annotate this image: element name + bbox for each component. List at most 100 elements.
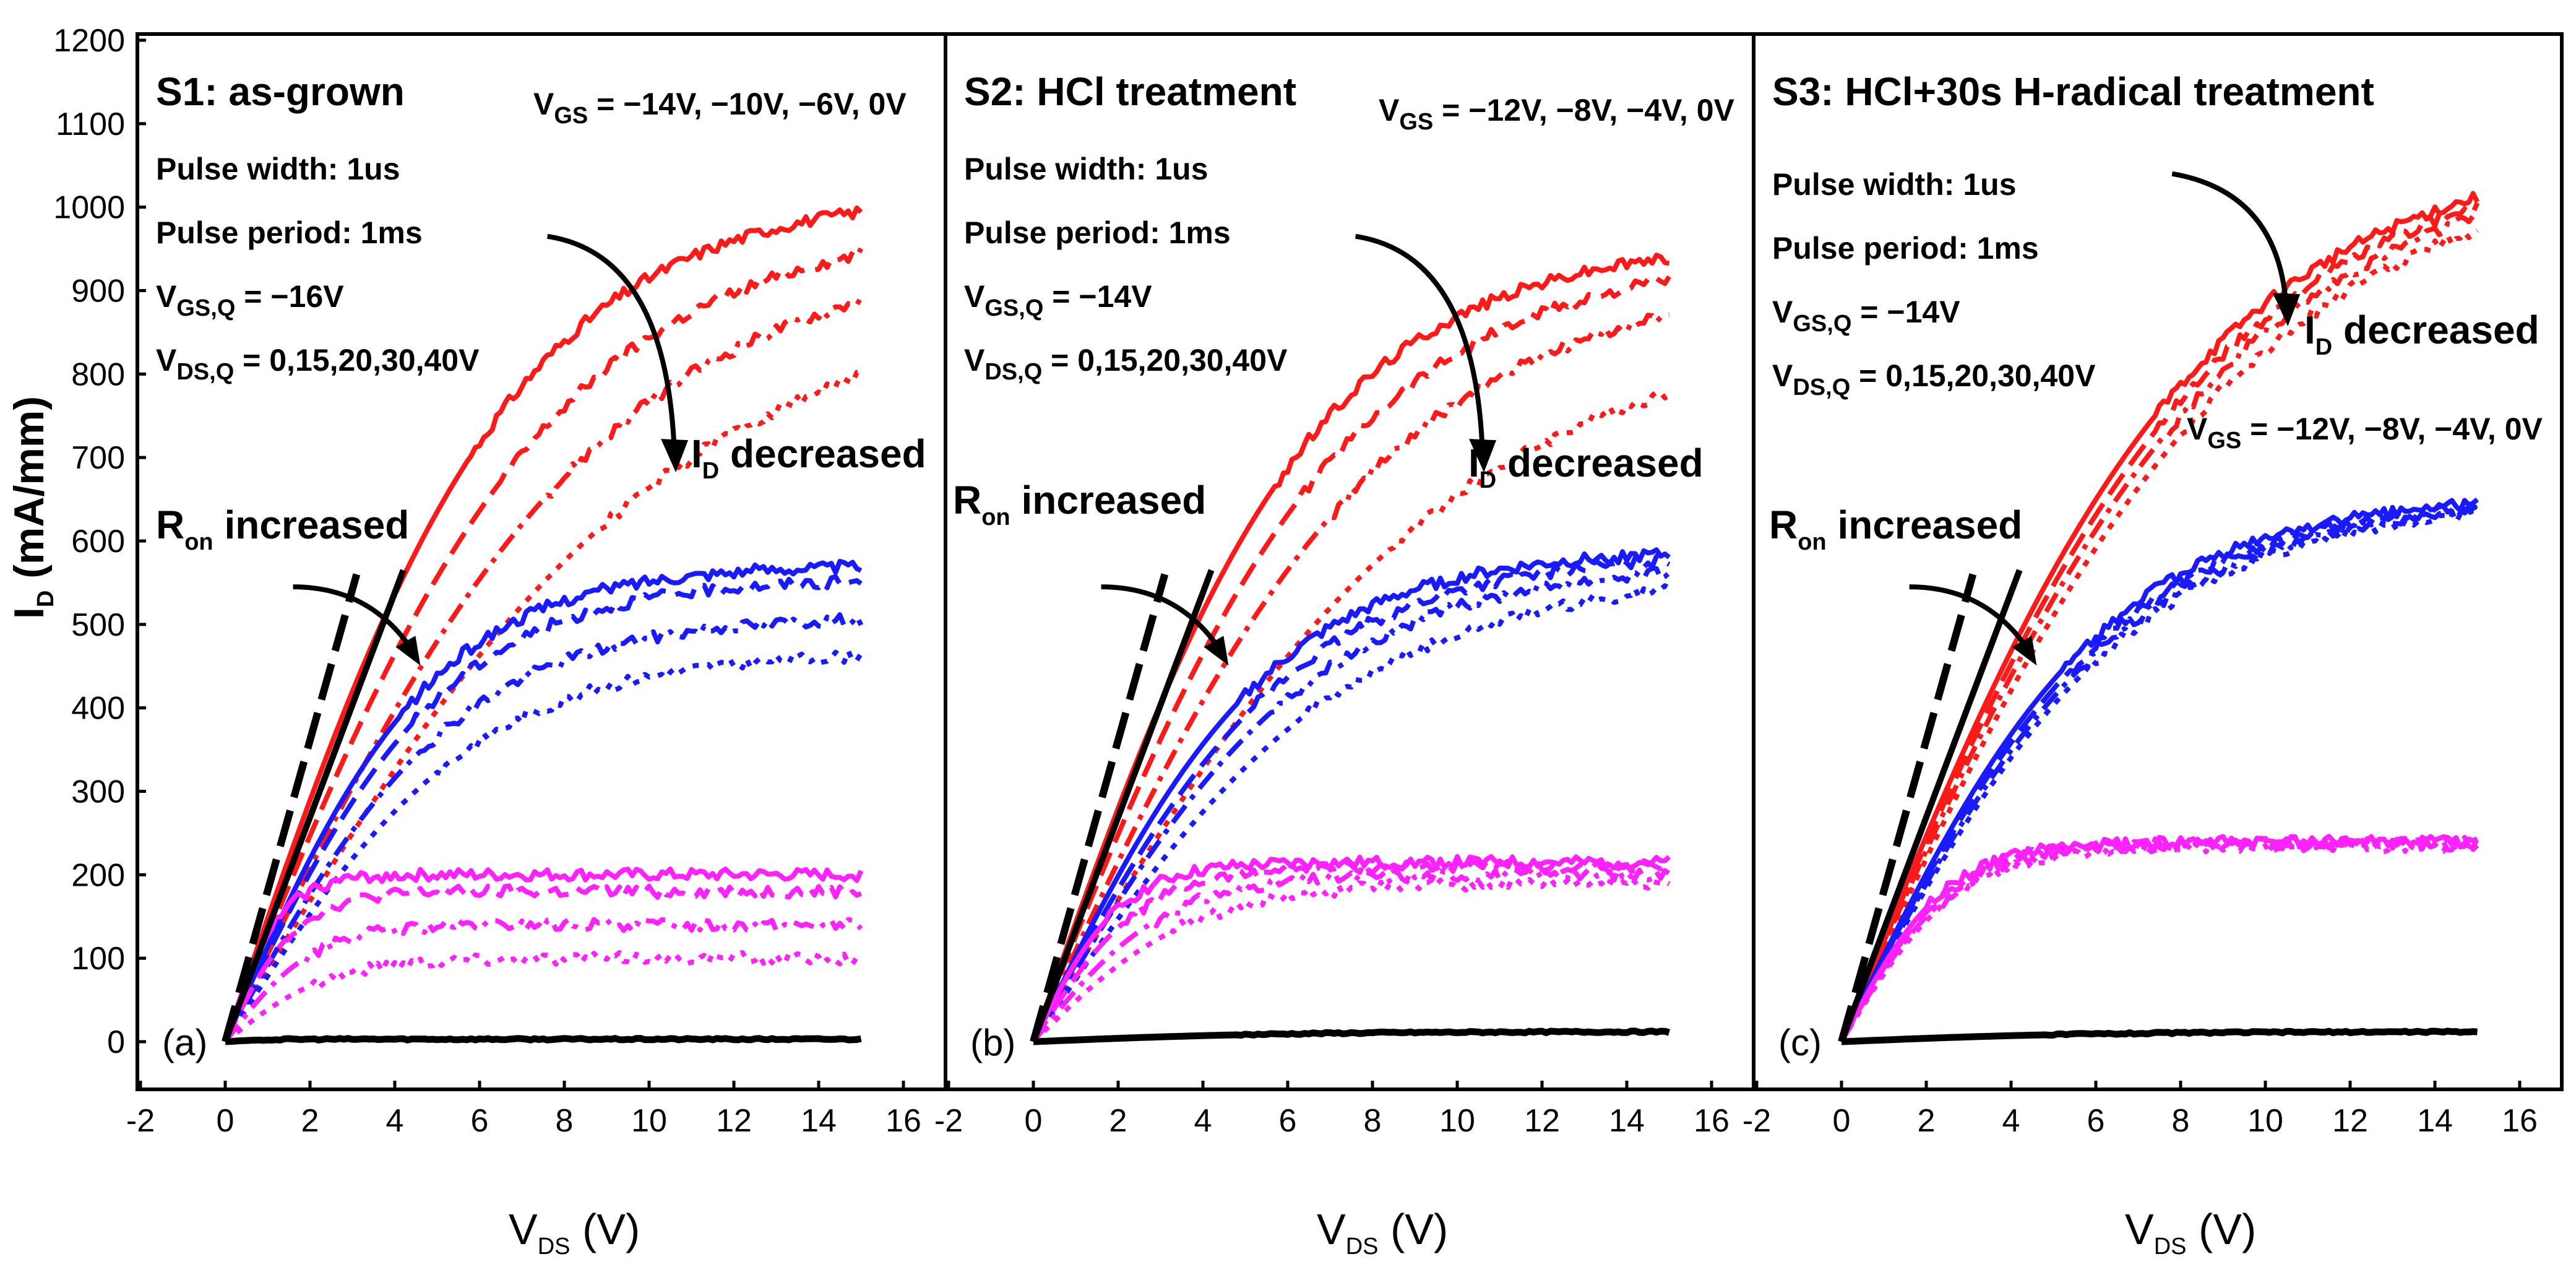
panel-title: S1: as-grown — [156, 69, 405, 114]
series-line--12V-dot — [1839, 228, 2479, 1043]
panel-c: -2 0 2 4 6 8 10 12 14 16 VDS (V) S3: HCl+30s H-radi… — [1742, 32, 2564, 1260]
series-line--6V-dash — [223, 883, 863, 1043]
ron-arrow — [1101, 584, 1222, 651]
series-line--12V-dashdot — [1031, 312, 1670, 1043]
y-tick-label: 1100 — [56, 106, 125, 142]
y-tick-label: 1200 — [53, 23, 125, 59]
id-arrow — [1355, 233, 1486, 458]
x-tick-label: -2 — [1742, 1103, 1771, 1139]
x-tick-label: 12 — [2332, 1103, 2368, 1139]
x-tick-label: 2 — [1918, 1103, 1936, 1139]
panel-label: (b) — [970, 1022, 1015, 1063]
panel-info-line: Pulse period: 1ms — [964, 215, 1231, 250]
x-tick-label: 16 — [2502, 1103, 2538, 1139]
id-arrow — [2171, 171, 2290, 312]
panel-info-line: Pulse period: 1ms — [156, 215, 423, 250]
ron-solid-line — [1838, 569, 2023, 1043]
panel-a: -2 0 2 4 6 8 10 12 14 16 VDS (V) S1: as-grown Pulse … — [126, 32, 947, 1260]
ron-dashed-line — [222, 573, 361, 1043]
id-arrow-head — [1469, 439, 1497, 473]
series-line--10V-solid — [223, 558, 863, 1043]
panel-info-line: VDS,Q = 0,15,20,30,40V — [1772, 358, 2096, 400]
x-tick-label: 6 — [2087, 1103, 2105, 1139]
x-tick-label: 14 — [1609, 1103, 1645, 1139]
panel-info-line: Pulse period: 1ms — [1772, 231, 2039, 266]
y-tick-label: 200 — [71, 857, 125, 893]
vgs-label: VGS = −12V, −8V, −4V, 0V — [1379, 93, 1735, 135]
x-axis-label: VDS (V) — [2125, 1205, 2256, 1260]
panel-label: (a) — [162, 1022, 207, 1063]
vgs-label: VGS = −14V, −10V, −6V, 0V — [533, 87, 907, 129]
y-tick-label: 700 — [71, 440, 125, 476]
series-line--14V-dash — [223, 247, 864, 1043]
x-tick-label: 14 — [2417, 1103, 2453, 1139]
series-line--6V-dashdot — [223, 917, 863, 1044]
series-line--12V-dash — [1031, 275, 1671, 1043]
y-tick-label: 900 — [71, 274, 125, 309]
ron-solid-line — [222, 569, 407, 1043]
id-decreased-label: ID decreased — [2304, 308, 2539, 360]
ron-arrow — [1909, 584, 2030, 651]
ron-arrow-head — [395, 636, 421, 666]
series-line--4V-dash — [1031, 858, 1671, 1044]
series-line--8V-dashdot — [1839, 504, 2478, 1043]
x-tick-label: 12 — [1524, 1103, 1560, 1139]
series-line--4V-dash — [1839, 834, 2480, 1043]
x-tick-label: -2 — [934, 1103, 963, 1139]
panel-info-line: VGS,Q = −14V — [964, 279, 1152, 321]
series-line--8V-solid — [1031, 547, 1671, 1043]
series-line--4V-dashdot — [1031, 867, 1671, 1044]
series-line--8V-dot — [1031, 583, 1671, 1044]
y-tick-label: 300 — [71, 774, 125, 810]
x-tick-label: -2 — [126, 1103, 155, 1139]
panel-title: S2: HCl treatment — [964, 69, 1296, 114]
y-axis-label: ID (mA/mm) — [6, 396, 59, 619]
x-tick-label: 6 — [1279, 1103, 1297, 1139]
series-line--10V-dot — [223, 648, 863, 1044]
x-tick-label: 8 — [2172, 1103, 2190, 1139]
x-axis-label: VDS (V) — [509, 1205, 640, 1260]
x-tick-label: 0 — [217, 1103, 235, 1139]
series-line--10V-dash — [223, 574, 863, 1043]
panel-info-line: VGS,Q = −14V — [1772, 295, 1960, 337]
y-tick-label: 800 — [71, 357, 125, 392]
ron-arrow — [293, 584, 414, 651]
y-tick-label: 1000 — [53, 190, 125, 226]
x-tick-label: 10 — [2247, 1103, 2283, 1139]
series-line--6V-solid — [223, 866, 864, 1043]
id-decreased-label: ID decreased — [691, 431, 926, 484]
series-line--12V-dashdot — [1839, 210, 2479, 1043]
ron-dashed-line — [1030, 573, 1169, 1043]
x-tick-label: 4 — [386, 1103, 404, 1139]
panel-b: -2 0 2 4 6 8 10 12 14 16 VDS (V) S2: HCl treatment P… — [934, 32, 1755, 1260]
id-arrow-head — [661, 439, 689, 473]
y-tick-label: 0 — [107, 1024, 125, 1060]
panel-info-line: VDS,Q = 0,15,20,30,40V — [964, 343, 1288, 385]
ron-arrow-head — [1204, 636, 1229, 666]
series-line-0V-solid — [1033, 1027, 1671, 1045]
y-tick-label: 400 — [71, 691, 125, 727]
series-line-0V-solid — [1841, 1027, 2478, 1045]
panel-frame — [1752, 32, 2564, 1091]
y-tick-label: 100 — [71, 941, 125, 977]
series-line--6V-dot — [223, 949, 863, 1044]
series-line--14V-dashdot — [223, 295, 864, 1043]
x-tick-label: 0 — [1025, 1103, 1043, 1139]
id-decreased-label: ID decreased — [1468, 441, 1704, 493]
panel-title: S3: HCl+30s H-radical treatment — [1772, 69, 2374, 114]
series-line--4V-dot — [1839, 838, 2478, 1044]
id-arrow — [546, 233, 678, 458]
x-tick-label: 2 — [301, 1103, 319, 1139]
ron-arrow-head — [2012, 636, 2037, 666]
ron-increased-label: Ron increased — [156, 503, 409, 555]
x-tick-label: 4 — [1194, 1103, 1212, 1139]
x-tick-label: 12 — [716, 1103, 752, 1139]
ron-increased-label: Ron increased — [953, 478, 1206, 530]
panel-info-line: Pulse width: 1us — [1772, 167, 2017, 202]
series-line--12V-solid — [1839, 191, 2480, 1043]
y-tick-label: 600 — [71, 524, 125, 560]
plot-area: 0100200300400500600700800900100011001200… — [53, 23, 2564, 1260]
panel-label: (c) — [1778, 1022, 1822, 1063]
x-tick-label: 14 — [801, 1103, 837, 1139]
